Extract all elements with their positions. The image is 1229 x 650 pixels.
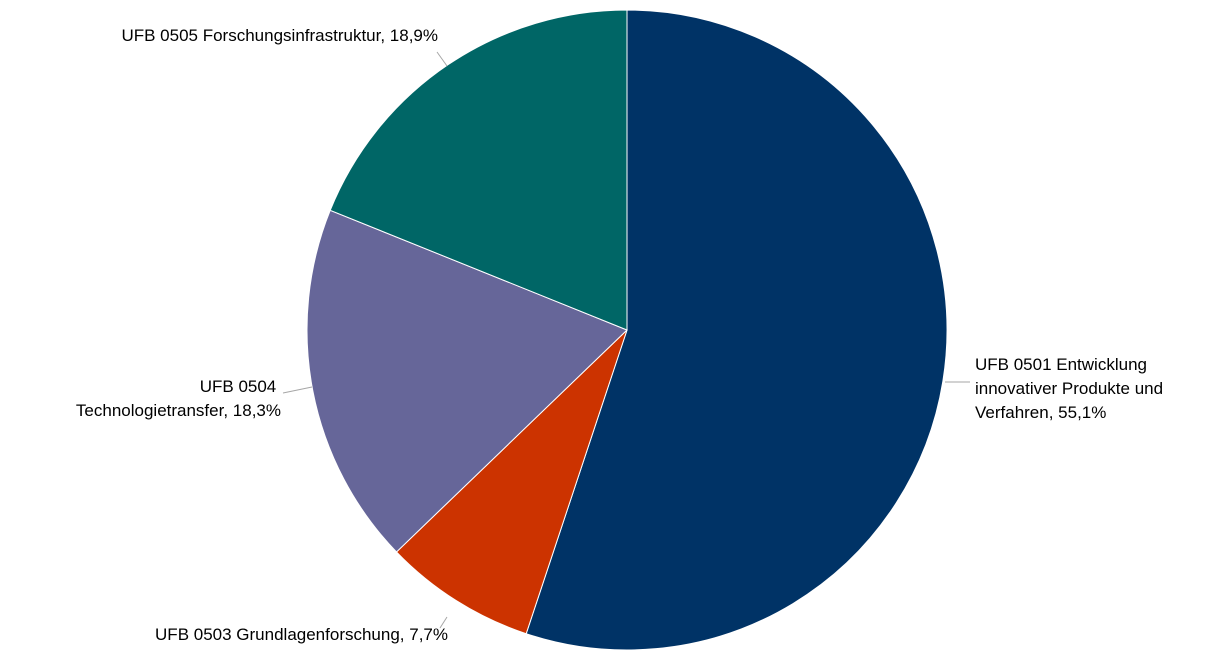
pie-slice-ufb0503 — [395, 329, 628, 635]
pie-slices — [306, 9, 948, 650]
data-label-ufb0503: UFB 0503 Grundlagenforschung, 7,7% — [155, 625, 448, 644]
data-label-ufb0504: UFB 0504 Technologietransfer, 18,3% — [76, 377, 281, 420]
leader-lines — [282, 51, 970, 629]
leader-line-ufb0503 — [439, 616, 448, 629]
data-label-ufb0505: UFB 0505 Forschungsinfrastruktur, 18,9% — [121, 26, 438, 45]
pie-slice-ufb0505 — [329, 9, 628, 331]
data-labels: UFB 0501 Entwicklung innovativer Produkt… — [76, 26, 1168, 644]
pie-slice-ufb0504 — [306, 209, 628, 553]
data-label-ufb0501: UFB 0501 Entwicklung innovativer Produkt… — [975, 355, 1168, 422]
leader-line-ufb0505 — [436, 51, 448, 67]
leader-line-ufb0504 — [282, 386, 313, 394]
pie-slice-ufb0501 — [525, 9, 948, 650]
